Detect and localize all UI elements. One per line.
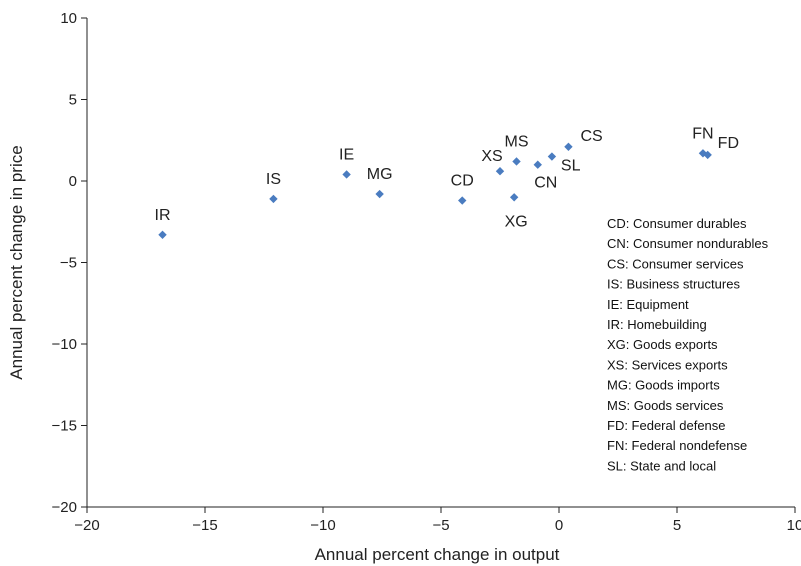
data-point-ms: [512, 157, 521, 166]
y-axis-ticks: 10 5 0 −5 −10 −15 −20: [52, 10, 87, 516]
legend-entry: CN: Consumer nondurables: [607, 236, 769, 251]
point-label-xg: XG: [505, 213, 528, 230]
point-label-fn: FN: [692, 125, 713, 142]
data-point-xg: [509, 193, 519, 202]
point-label-cd: CD: [451, 173, 474, 190]
y-tick-label: 0: [69, 173, 77, 190]
legend-entry: IR: Homebuilding: [607, 317, 707, 332]
point-label-fd: FD: [718, 135, 739, 152]
point-label-ir: IR: [155, 207, 171, 224]
point-label-ms: MS: [505, 133, 529, 150]
x-tick-label: −15: [192, 517, 217, 534]
x-tick-label: 10: [787, 517, 801, 534]
x-tick-label: 0: [555, 517, 563, 534]
y-tick-label: −10: [52, 336, 77, 353]
data-point-xs: [495, 167, 505, 176]
legend-entry: CS: Consumer services: [607, 256, 744, 271]
point-label-is: IS: [266, 171, 281, 188]
point-label-xs: XS: [481, 148, 502, 165]
legend-entry: FN: Federal nondefense: [607, 438, 747, 453]
point-label-cn: CN: [534, 175, 557, 192]
legend-entry: MS: Goods services: [607, 398, 724, 413]
y-axis-title: Annual percent change in price: [7, 145, 26, 379]
data-point-cn: [533, 160, 542, 169]
data-point-ir: [158, 230, 167, 239]
legend-entry: IS: Business structures: [607, 277, 740, 292]
y-tick-label: 5: [69, 92, 77, 109]
y-tick-label: −15: [52, 418, 77, 435]
legend-entry: FD: Federal defense: [607, 418, 726, 433]
point-label-mg: MG: [367, 166, 393, 183]
legend-entry: XS: Services exports: [607, 357, 728, 372]
x-tick-label: −20: [74, 517, 99, 534]
legend-entry: SL: State and local: [607, 458, 716, 473]
data-point-mg: [375, 189, 384, 199]
legend-entry: IE: Equipment: [607, 297, 689, 312]
x-tick-label: 5: [673, 517, 681, 534]
data-point-cd: [458, 196, 467, 205]
x-axis-ticks: −20 −15 −10 −5 0 5 10: [74, 507, 801, 534]
point-label-ie: IE: [339, 146, 354, 163]
y-tick-label: −5: [60, 255, 77, 272]
data-point-fd: [703, 150, 712, 160]
data-point-is: [269, 194, 278, 204]
legend-entry: CD: Consumer durables: [607, 216, 747, 231]
x-axis-title: Annual percent change in output: [315, 545, 560, 564]
legend-entry: MG: Goods imports: [607, 378, 720, 393]
x-tick-label: −10: [310, 517, 335, 534]
legend-entry: XG: Goods exports: [607, 337, 718, 352]
point-label-sl: SL: [561, 158, 581, 175]
point-label-cs: CS: [580, 128, 602, 145]
data-point-ie: [342, 170, 351, 179]
data-point-cs: [564, 142, 573, 151]
data-point-sl: [547, 152, 557, 161]
y-tick-label: −20: [52, 499, 77, 516]
x-tick-label: −5: [432, 517, 449, 534]
y-tick-label: 10: [60, 10, 77, 27]
legend: CD: Consumer durables CN: Consumer nondur…: [607, 216, 769, 473]
